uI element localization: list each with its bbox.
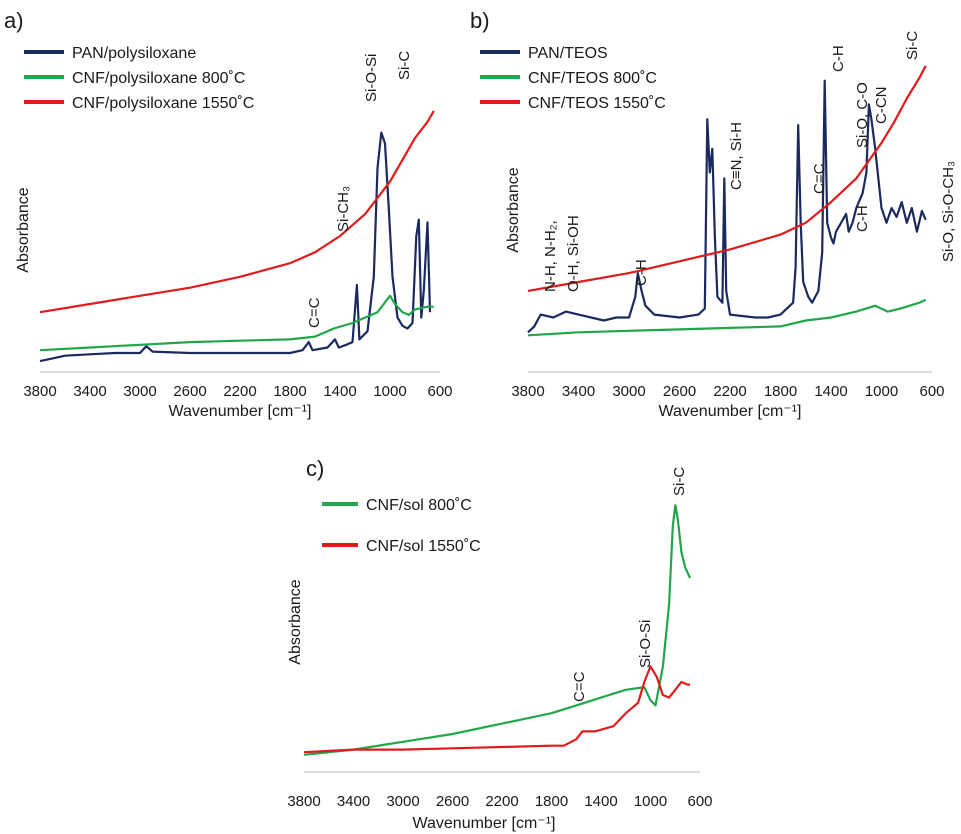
panel-a-series-line-0 bbox=[39, 131, 432, 363]
panel-b-annotation-ch-2: C-H bbox=[830, 45, 847, 72]
panel-c-legend-label-0: CNF/sol 800˚C bbox=[366, 497, 472, 514]
panel-b-x-tick-label-7: 1000 bbox=[865, 383, 898, 400]
panel-b-annotation-c-cn: C-CN bbox=[873, 87, 890, 125]
panel-a-x-tick-label-2: 3000 bbox=[123, 383, 156, 400]
panel-b-ticks: 3800 3400 3000 2600 2200 1800 1400 1000 600 bbox=[511, 383, 944, 400]
panel-a-letter: a) bbox=[4, 8, 24, 33]
panel-a-annotation-si-ch3: Si-CH₃ bbox=[335, 186, 352, 232]
panel-c-series-line-1 bbox=[303, 665, 691, 754]
panel-a-legend-label-1: CNF/polysiloxane 800˚C bbox=[72, 70, 245, 87]
panel-a-ticks: 3800 3400 3000 2600 2200 1800 1400 1000 600 bbox=[23, 383, 452, 400]
panel-c: c) 3800 3400 3000 2600 2200 1800 1400 1000 600 W… bbox=[287, 456, 713, 832]
panel-c-legend-label-1: CNF/sol 1550˚C bbox=[366, 538, 481, 555]
panel-a-x-tick-label-1: 3400 bbox=[73, 383, 106, 400]
panel-c-x-tick-label-5: 1800 bbox=[535, 793, 568, 810]
panel-b-annotation-sio-co: Si-O, C-O bbox=[854, 82, 871, 148]
panel-a-series-line-1 bbox=[39, 294, 434, 352]
panel-b-legend-label-0: PAN/TEOS bbox=[528, 45, 608, 62]
panel-a-x-tick-label-7: 1000 bbox=[373, 383, 406, 400]
panel-b-y-axis-title: Absorbance bbox=[505, 167, 522, 252]
panel-a-annotation-si-o-si: Si-O-Si bbox=[363, 54, 380, 102]
panel-a: a) 3800 3400 3000 2600 2200 1800 1400 1000 600 W… bbox=[4, 8, 453, 420]
panel-a-legend-label-2: CNF/polysiloxane 1550˚C bbox=[72, 95, 254, 112]
panel-a-x-tick-label-5: 1800 bbox=[273, 383, 306, 400]
panel-b-series-line-2 bbox=[527, 65, 927, 292]
panel-a-legend-label-0: PAN/polysiloxane bbox=[72, 45, 196, 62]
panel-c-x-tick-label-1: 3400 bbox=[337, 793, 370, 810]
panel-b-x-axis-title: Wavenumber [cm⁻¹] bbox=[659, 403, 802, 420]
panel-b-series-line-1 bbox=[527, 298, 927, 337]
panel-b-annotation-cn-sih: C≡N, Si-H bbox=[728, 122, 745, 190]
panel-b-x-tick-label-0: 3800 bbox=[511, 383, 544, 400]
panel-b-x-tick-label-5: 1800 bbox=[764, 383, 797, 400]
panel-c-series bbox=[303, 504, 692, 756]
panel-c-x-tick-label-2: 3000 bbox=[386, 793, 419, 810]
panel-b-series-line-0 bbox=[527, 79, 927, 334]
panel-a-x-tick-label-3: 2600 bbox=[173, 383, 206, 400]
panel-a-y-axis-title: Absorbance bbox=[15, 187, 32, 272]
panel-b-annotation-ch-3: C-H bbox=[854, 205, 871, 232]
panel-b-annotation-ch-1: C-H bbox=[633, 259, 650, 286]
panel-b-x-tick-label-1: 3400 bbox=[562, 383, 595, 400]
panel-c-x-tick-label-4: 2200 bbox=[485, 793, 518, 810]
panel-b: b) 3800 3400 3000 2600 2200 1800 1400 1000 600 W… bbox=[470, 8, 957, 420]
panel-c-x-tick-label-7: 1000 bbox=[634, 793, 667, 810]
panel-c-x-tick-label-0: 3800 bbox=[287, 793, 320, 810]
panel-a-series bbox=[39, 110, 435, 363]
panel-a-annotation-si-c: Si-C bbox=[396, 51, 413, 80]
panel-b-x-tick-label-3: 2600 bbox=[663, 383, 696, 400]
panel-b-x-tick-label-8: 600 bbox=[919, 383, 944, 400]
panel-a-x-tick-label-0: 3800 bbox=[23, 383, 56, 400]
panel-c-x-tick-label-8: 600 bbox=[687, 793, 712, 810]
panel-c-annotation-si-o-si: Si-O-Si bbox=[637, 620, 654, 668]
panel-b-x-tick-label-4: 2200 bbox=[713, 383, 746, 400]
panel-b-legend-label-1: CNF/TEOS 800˚C bbox=[528, 70, 657, 87]
panel-b-x-tick-label-6: 1400 bbox=[814, 383, 847, 400]
panel-b-annotation-si-c: Si-C bbox=[904, 31, 921, 60]
panel-b-annotation-oh: O-H, Si-OH bbox=[565, 215, 582, 292]
panel-c-series-line-0 bbox=[303, 504, 692, 756]
panel-c-letter: c) bbox=[306, 456, 324, 481]
panel-c-ticks: 3800 3400 3000 2600 2200 1800 1400 1000 600 bbox=[287, 793, 712, 810]
panel-b-series bbox=[527, 65, 927, 337]
panel-a-x-tick-label-8: 600 bbox=[427, 383, 452, 400]
panel-a-annotation-c-c: C=C bbox=[306, 297, 323, 328]
panel-c-x-axis-title: Wavenumber [cm⁻¹] bbox=[413, 815, 556, 832]
panel-c-annotation-c-c: C=C bbox=[571, 671, 588, 702]
panel-c-annotation-si-c: Si-C bbox=[671, 467, 688, 496]
panel-b-annotation-c-c: C=C bbox=[811, 163, 828, 194]
panel-b-legend-label-2: CNF/TEOS 1550˚C bbox=[528, 95, 666, 112]
panel-b-letter: b) bbox=[470, 8, 490, 33]
panel-c-x-tick-label-6: 1400 bbox=[584, 793, 617, 810]
panel-c-y-axis-title: Absorbance bbox=[287, 579, 304, 664]
panel-b-x-tick-label-2: 3000 bbox=[612, 383, 645, 400]
panel-b-annotation-nh: N-H, N-H₂, bbox=[542, 220, 559, 292]
panel-b-annotation-sio-ch3: Si-O, Si-O-CH₃ bbox=[940, 161, 957, 262]
panel-a-x-tick-label-4: 2200 bbox=[223, 383, 256, 400]
panel-a-x-axis-title: Wavenumber [cm⁻¹] bbox=[169, 403, 312, 420]
panel-a-series-line-2 bbox=[39, 110, 435, 314]
panel-a-x-tick-label-6: 1400 bbox=[323, 383, 356, 400]
panel-c-x-tick-label-3: 2600 bbox=[436, 793, 469, 810]
